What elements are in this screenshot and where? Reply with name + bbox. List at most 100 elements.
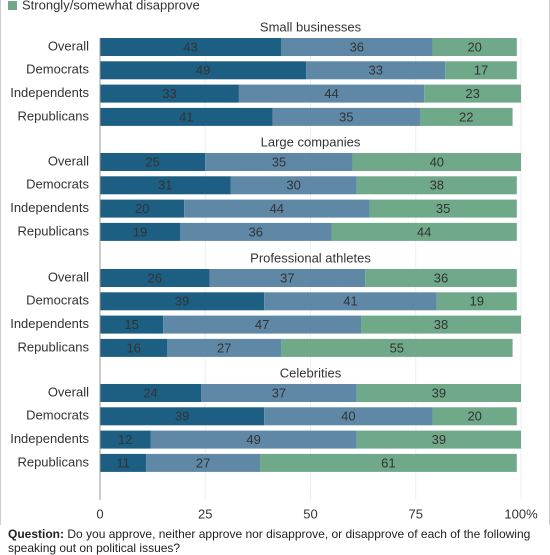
bar-segment bbox=[100, 430, 151, 449]
footnote: Question: Do you approve, neither approv… bbox=[8, 527, 538, 555]
chart: Strongly/somewhat disapprove 0 25 50 75 100% S… bbox=[0, 0, 550, 525]
value-label: 43 bbox=[183, 39, 197, 54]
y-tick-label: Overall bbox=[48, 384, 89, 399]
value-label: 61 bbox=[381, 455, 395, 470]
value-label: 35 bbox=[272, 154, 286, 169]
bar-segment bbox=[100, 199, 185, 218]
value-label: 15 bbox=[124, 317, 138, 332]
bar-segment bbox=[436, 292, 517, 311]
bar-segment bbox=[432, 38, 517, 56]
bar-segment bbox=[100, 269, 210, 287]
bar-segment bbox=[356, 384, 521, 402]
y-tick-label: Democrats bbox=[26, 408, 89, 423]
y-tick-label: Overall bbox=[48, 269, 89, 284]
bar-segment bbox=[432, 407, 517, 426]
bar-segment bbox=[167, 338, 282, 357]
value-label: 33 bbox=[369, 63, 383, 78]
value-label: 40 bbox=[341, 409, 355, 424]
y-tick-label: Republicans bbox=[17, 223, 89, 238]
value-label: 30 bbox=[286, 178, 300, 193]
value-label: 44 bbox=[270, 201, 284, 216]
value-label: 27 bbox=[196, 455, 210, 470]
x-tick-label: 100% bbox=[504, 506, 538, 521]
bar-segment bbox=[100, 338, 168, 357]
group-title: Small businesses bbox=[260, 19, 362, 34]
value-label: 38 bbox=[434, 317, 448, 332]
value-label: 47 bbox=[255, 317, 269, 332]
y-tick-label: Independents bbox=[10, 200, 89, 215]
value-label: 19 bbox=[470, 294, 484, 309]
bar-segment bbox=[306, 61, 446, 80]
y-tick-label: Democrats bbox=[26, 293, 89, 308]
legend-swatch bbox=[8, 1, 17, 10]
bar-segment bbox=[100, 384, 202, 402]
y-tick-label: Independents bbox=[10, 316, 89, 331]
bar-segment bbox=[352, 153, 521, 171]
value-label: 16 bbox=[126, 340, 140, 355]
bar-segment bbox=[365, 269, 517, 287]
value-label: 12 bbox=[118, 432, 132, 447]
value-label: 44 bbox=[417, 224, 431, 239]
value-label: 39 bbox=[175, 409, 189, 424]
y-tick-label: Overall bbox=[48, 38, 89, 53]
bar-segment bbox=[424, 84, 521, 103]
value-label: 35 bbox=[436, 201, 450, 216]
bar-segment bbox=[100, 84, 239, 103]
value-label: 20 bbox=[135, 201, 149, 216]
bar-segment bbox=[100, 222, 180, 241]
value-label: 44 bbox=[324, 86, 338, 101]
y-tick-label: Republicans bbox=[17, 108, 89, 123]
bar-segment bbox=[230, 176, 357, 195]
y-tick-label: Independents bbox=[10, 85, 89, 100]
bar-segment bbox=[272, 107, 420, 126]
y-tick-label: Republicans bbox=[17, 339, 89, 354]
value-label: 36 bbox=[249, 224, 263, 239]
bar-segment bbox=[184, 199, 370, 218]
group-title: Celebrities bbox=[280, 365, 342, 380]
value-label: 39 bbox=[175, 294, 189, 309]
bar-segment bbox=[100, 453, 147, 472]
x-tick-label: 75 bbox=[409, 506, 423, 521]
value-label: 24 bbox=[143, 385, 157, 400]
value-label: 39 bbox=[432, 385, 446, 400]
bar-segment bbox=[100, 176, 231, 195]
value-label: 23 bbox=[465, 86, 479, 101]
value-label: 20 bbox=[467, 409, 481, 424]
bar-segment bbox=[369, 199, 517, 218]
value-label: 17 bbox=[474, 63, 488, 78]
bar-segment bbox=[100, 61, 307, 80]
x-tick-label: 0 bbox=[96, 506, 103, 521]
value-label: 33 bbox=[162, 86, 176, 101]
bar-segment bbox=[100, 153, 206, 171]
value-label: 19 bbox=[133, 224, 147, 239]
value-label: 37 bbox=[280, 270, 294, 285]
value-label: 49 bbox=[196, 63, 210, 78]
bar-segment bbox=[281, 338, 513, 357]
bar-segment bbox=[356, 430, 521, 449]
bar-segment bbox=[100, 407, 265, 426]
bar-segment bbox=[259, 453, 517, 472]
bar-segment bbox=[209, 269, 366, 287]
group-title: Large companies bbox=[261, 134, 361, 149]
value-label: 41 bbox=[179, 109, 193, 124]
bar-segment bbox=[331, 222, 517, 241]
value-label: 36 bbox=[434, 270, 448, 285]
bar-segment bbox=[281, 38, 433, 56]
bar-segment bbox=[419, 107, 513, 126]
value-label: 49 bbox=[246, 432, 260, 447]
bar-segment bbox=[179, 222, 332, 241]
x-tick-label: 50 bbox=[303, 506, 317, 521]
bar-segment bbox=[238, 84, 425, 103]
value-label: 22 bbox=[459, 109, 473, 124]
value-label: 55 bbox=[390, 340, 404, 355]
bar-segment bbox=[264, 407, 433, 426]
value-label: 25 bbox=[145, 154, 159, 169]
bar-segment bbox=[100, 38, 282, 56]
y-tick-label: Democrats bbox=[26, 177, 89, 192]
bar-segment bbox=[146, 453, 260, 472]
value-label: 36 bbox=[350, 39, 364, 54]
bar-segment bbox=[201, 384, 357, 402]
bar-segment bbox=[445, 61, 517, 80]
x-tick-label: 25 bbox=[198, 506, 212, 521]
